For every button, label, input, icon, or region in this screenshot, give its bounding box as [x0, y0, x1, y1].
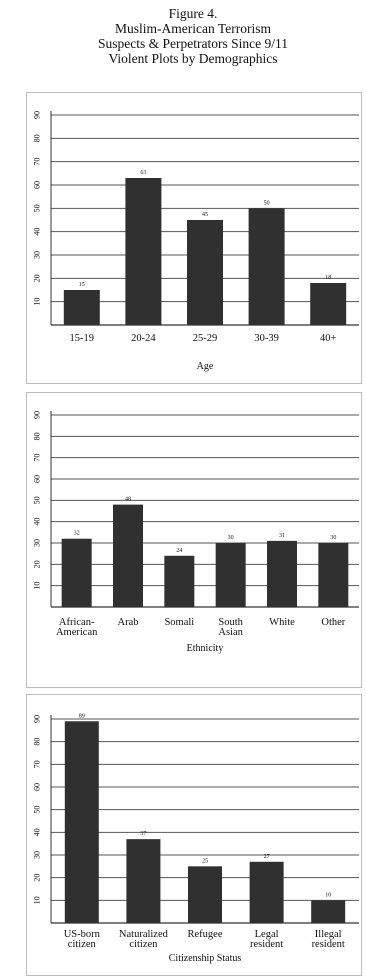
ethnicity-data-label: 32 [74, 531, 80, 537]
age-bar [310, 283, 347, 325]
citizenship-y-tick-label: 80 [33, 738, 42, 746]
ethnicity-bar-chart: 10 20 30 40 50 60 70 80 90 32 African-American 48 Ar… [33, 411, 359, 654]
citizenship-data-label: 10 [325, 892, 331, 898]
ethnicity-bar [113, 504, 143, 607]
citizenship-data-label: 37 [140, 831, 146, 837]
age-y-tick-label: 50 [33, 204, 42, 212]
age-data-label: 18 [325, 275, 331, 281]
ethnicity-x-axis-title: Ethnicity [187, 643, 224, 654]
ethnicity-y-tick-label: 70 [33, 454, 42, 462]
age-y-tick-label: 90 [33, 111, 42, 119]
ethnicity-category-label: Somali [164, 617, 194, 628]
citizenship-bar [64, 721, 99, 923]
ethnicity-bar [164, 555, 195, 607]
ethnicity-bar [215, 543, 246, 607]
citizenship-data-label: 89 [79, 713, 85, 719]
age-chart-panel: 10 20 30 40 50 60 70 80 90 15 15-19 63 20-24 45 25-29 5… [26, 92, 362, 384]
age-y-tick-label: 40 [33, 228, 42, 236]
citizenship-y-tick-label: 90 [33, 715, 42, 723]
age-data-label: 50 [264, 200, 270, 206]
citizenship-data-label: 25 [202, 858, 208, 864]
citizenship-bar [126, 839, 161, 923]
figure-title-line-3: Suspects & Perpetrators Since 9/11 [98, 36, 288, 51]
age-category-label: 15-19 [70, 333, 95, 344]
ethnicity-category-label: White [269, 617, 295, 628]
age-data-label: 45 [202, 212, 208, 218]
age-y-tick-label: 30 [33, 251, 42, 259]
citizenship-y-tick-label: 30 [33, 851, 42, 859]
age-category-label: 30-39 [254, 333, 279, 344]
ethnicity-y-tick-label: 80 [33, 432, 42, 440]
ethnicity-y-tick-label: 50 [33, 496, 42, 504]
ethnicity-y-tick-label: 60 [33, 475, 42, 483]
ethnicity-category-label: Arab [118, 617, 139, 628]
age-bar-chart: 10 20 30 40 50 60 70 80 90 15 15-19 63 20-24 45 25-29 5… [33, 111, 359, 372]
citizenship-y-tick-label: 20 [33, 874, 42, 882]
age-y-tick-label: 60 [33, 181, 42, 189]
figure-title: Figure 4. Muslim-American Terrorism Susp… [27, 6, 359, 66]
ethnicity-y-tick-label: 20 [33, 560, 42, 568]
age-category-label: 25-29 [193, 333, 218, 344]
age-category-label: 20-24 [131, 333, 156, 344]
citizenship-bar-chart: 10 20 30 40 50 60 70 80 90 89 US-born citizen 37 Natu… [33, 713, 359, 964]
citizenship-y-tick-label: 70 [33, 760, 42, 768]
citizenship-y-tick-label: 40 [33, 828, 42, 836]
ethnicity-data-label: 30 [330, 535, 336, 541]
age-category-label: 40+ [320, 333, 337, 344]
citizenship-category-label: Illegal resident [312, 929, 345, 950]
age-y-tick-label: 80 [33, 134, 42, 142]
ethnicity-y-tick-label: 90 [33, 411, 42, 419]
ethnicity-chart-panel: 10 20 30 40 50 60 70 80 90 32 African-American 48 Ar… [26, 392, 362, 688]
citizenship-category-label: Legal resident [250, 929, 283, 950]
figure-title-line-1: Figure 4. [168, 6, 218, 21]
age-bar [63, 290, 100, 325]
citizenship-bar [188, 866, 222, 923]
age-data-label: 63 [140, 170, 146, 176]
age-x-axis-title: Age [197, 361, 214, 372]
ethnicity-data-label: 31 [279, 533, 285, 539]
citizenship-data-label: 27 [264, 854, 270, 860]
ethnicity-data-label: 24 [176, 548, 182, 554]
ethnicity-bar [61, 538, 92, 607]
ethnicity-bar [318, 543, 349, 607]
ethnicity-category-label: African-American [56, 617, 98, 638]
age-y-tick-label: 20 [33, 274, 42, 282]
ethnicity-bar [267, 540, 297, 607]
citizenship-category-label: Naturalized citizen [119, 929, 169, 950]
figure-title-line-2: Muslim-American Terrorism [115, 21, 271, 36]
age-y-tick-label: 10 [33, 298, 42, 306]
ethnicity-category-label: Other [321, 617, 345, 628]
citizenship-bar [249, 861, 284, 923]
ethnicity-y-tick-label: 30 [33, 539, 42, 547]
citizenship-category-label: US-born citizen [64, 929, 101, 950]
ethnicity-y-tick-label: 10 [33, 582, 42, 590]
ethnicity-data-label: 30 [228, 535, 234, 541]
age-bar [187, 220, 223, 325]
ethnicity-category-label: South Asian [218, 617, 243, 638]
citizenship-x-axis-title: Citizenship Status [169, 953, 242, 964]
figure-title-line-4: Violent Plots by Demographics [108, 51, 278, 66]
ethnicity-y-tick-label: 40 [33, 518, 42, 526]
citizenship-chart-panel: 10 20 30 40 50 60 70 80 90 89 US-born citizen 37 Natu… [26, 694, 362, 976]
citizenship-category-label: Refugee [188, 929, 223, 940]
citizenship-y-tick-label: 10 [33, 896, 42, 904]
ethnicity-data-label: 48 [125, 497, 131, 503]
citizenship-bar [311, 900, 346, 923]
age-bar [248, 208, 285, 325]
citizenship-y-tick-label: 50 [33, 806, 42, 814]
age-y-tick-label: 70 [33, 158, 42, 166]
age-data-label: 15 [79, 282, 85, 288]
citizenship-y-tick-label: 60 [33, 783, 42, 791]
age-bar [125, 178, 162, 325]
